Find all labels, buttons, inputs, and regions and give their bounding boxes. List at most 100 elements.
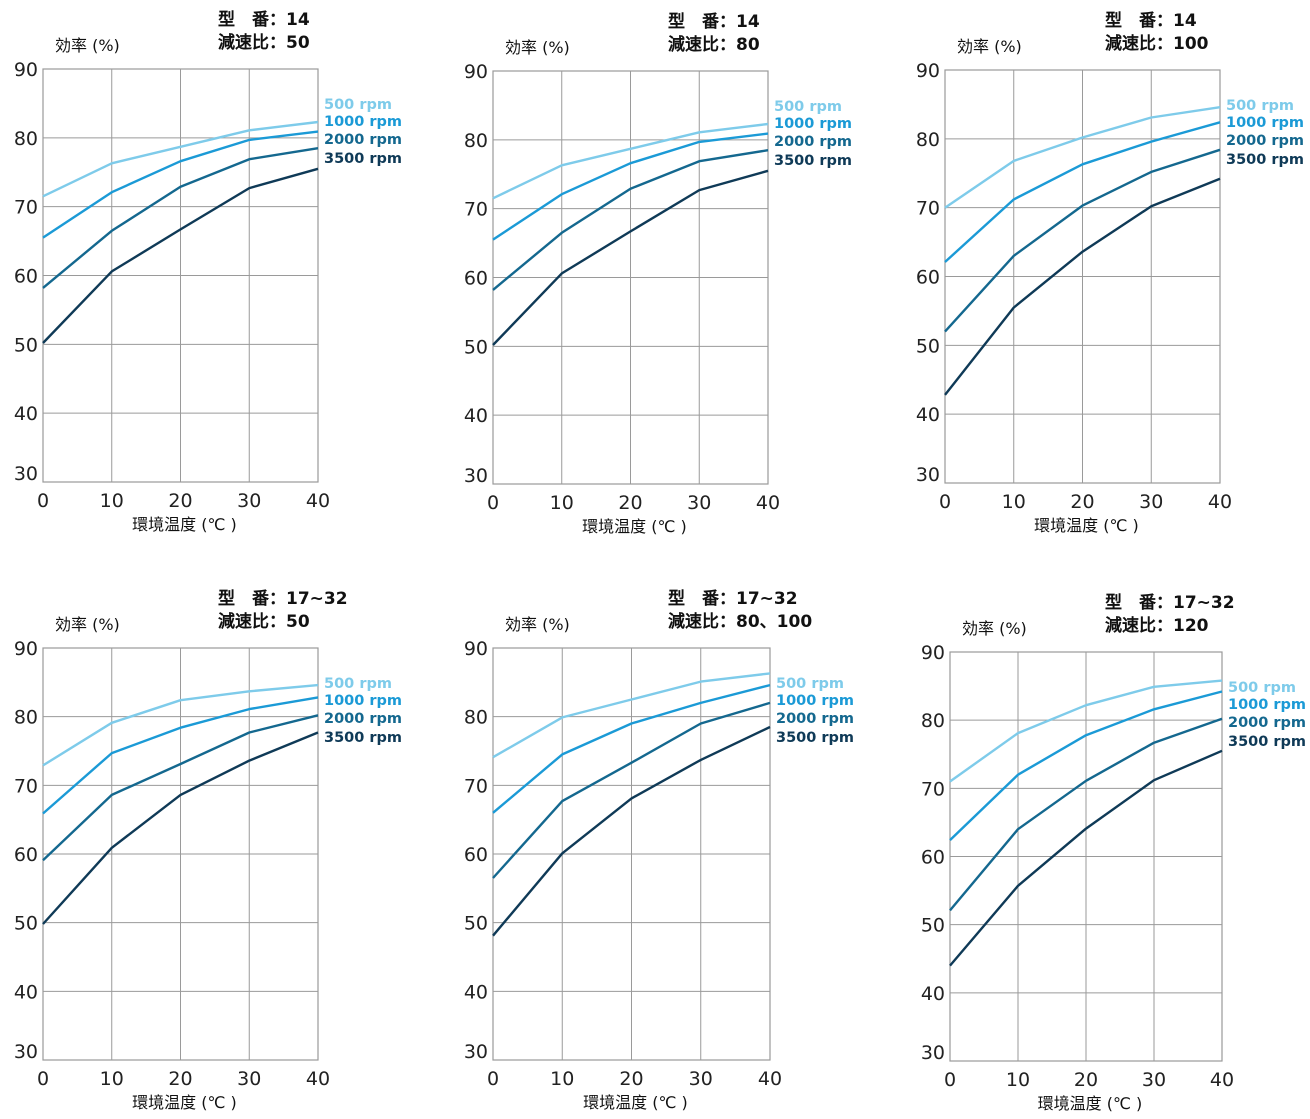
series-label-3500-rpm: 3500 rpm: [776, 730, 854, 746]
x-tick-label: 30: [1139, 491, 1163, 513]
x-tick-label: 30: [1142, 1069, 1166, 1091]
series-line-2000-rpm: [492, 149, 769, 291]
series-line-2000-rpm: [42, 714, 319, 862]
chart-panel-4: 30 40 50 60 70 80 90 0 10 20 30 40 効率 (%) 環境温度 (℃ ) 型 …: [14, 588, 402, 1112]
x-tick-label: 20: [168, 1068, 192, 1090]
series-label-1000-rpm: 1000 rpm: [1226, 115, 1304, 131]
x-axis-label: 環境温度 (℃ ): [132, 515, 237, 534]
x-tick-label: 20: [619, 1068, 643, 1090]
plot-frame: [42, 647, 319, 1061]
x-axis-label: 環境温度 (℃ ): [583, 1093, 688, 1112]
y-tick-label: 30: [14, 463, 38, 485]
series-label-500-rpm: 500 rpm: [1228, 680, 1296, 696]
plot-frame: [492, 647, 771, 1061]
series-line-3500-rpm: [944, 177, 1221, 396]
x-axis-label: 環境温度 (℃ ): [1034, 516, 1139, 535]
x-tick-label: 40: [306, 490, 330, 512]
y-tick-label: 80: [921, 710, 945, 732]
y-tick-label: 30: [464, 1041, 488, 1063]
x-tick-label: 0: [487, 1068, 499, 1090]
chart-header-model: 型 番：14: [1105, 10, 1197, 31]
series-line-2000-rpm: [492, 701, 771, 879]
chart-panel-3: 30 40 50 60 70 80 90 0 10 20 30 40 効率 (%) 環境温度 (℃ ) 型 …: [916, 10, 1304, 535]
y-tick-label: 50: [921, 915, 945, 937]
series-label-3500-rpm: 3500 rpm: [774, 153, 852, 169]
y-tick-label: 60: [916, 267, 940, 289]
x-tick-label: 10: [100, 490, 124, 512]
series-label-1000-rpm: 1000 rpm: [776, 693, 854, 709]
series-line-1000-rpm: [42, 130, 319, 239]
series-line-2000-rpm: [949, 717, 1223, 912]
y-tick-label: 70: [464, 775, 488, 797]
chart-header-model: 型 番：14: [218, 9, 310, 30]
y-tick-label: 70: [464, 199, 488, 221]
chart-header-ratio: 減速比：80、100: [668, 611, 812, 632]
series-line-500-rpm: [492, 122, 769, 200]
series-label-2000-rpm: 2000 rpm: [324, 132, 402, 148]
y-tick-label: 60: [921, 847, 945, 869]
series-line-3500-rpm: [492, 725, 771, 937]
series-label-500-rpm: 500 rpm: [776, 676, 844, 692]
chart-header-ratio: 減速比：80: [668, 34, 760, 55]
x-tick-label: 0: [37, 1068, 49, 1090]
y-axis-label: 効率 (%): [55, 615, 120, 634]
y-tick-label: 70: [921, 778, 945, 800]
y-axis-label: 効率 (%): [505, 38, 570, 57]
x-tick-label: 30: [237, 490, 261, 512]
y-tick-label: 40: [14, 403, 38, 425]
series-label-500-rpm: 500 rpm: [324, 676, 392, 692]
series-label-3500-rpm: 3500 rpm: [324, 151, 402, 167]
y-tick-label: 40: [464, 405, 488, 427]
x-tick-label: 40: [306, 1068, 330, 1090]
x-tick-label: 20: [1074, 1069, 1098, 1091]
chart-header-ratio: 減速比：120: [1105, 615, 1209, 636]
y-tick-label: 80: [464, 707, 488, 729]
y-tick-label: 60: [464, 268, 488, 290]
x-axis-label: 環境温度 (℃ ): [132, 1093, 237, 1112]
y-tick-label: 90: [14, 59, 38, 81]
y-tick-label: 80: [464, 130, 488, 152]
x-axis-label: 環境温度 (℃ ): [1038, 1094, 1143, 1113]
y-tick-label: 40: [14, 981, 38, 1003]
y-tick-label: 60: [464, 844, 488, 866]
series-line-500-rpm: [42, 683, 319, 767]
x-tick-label: 20: [618, 492, 642, 514]
chart-header-model: 型 番：14: [668, 11, 760, 32]
series-label-500-rpm: 500 rpm: [324, 97, 392, 113]
x-tick-label: 40: [1208, 491, 1232, 513]
series-label-1000-rpm: 1000 rpm: [324, 114, 402, 130]
plot-frame: [42, 68, 319, 483]
series-line-2000-rpm: [944, 148, 1221, 333]
y-tick-label: 70: [14, 197, 38, 219]
x-tick-label: 30: [689, 1068, 713, 1090]
x-tick-label: 0: [487, 492, 499, 514]
y-tick-label: 60: [14, 266, 38, 288]
y-tick-label: 50: [916, 335, 940, 357]
series-label-500-rpm: 500 rpm: [774, 99, 842, 115]
x-tick-label: 0: [944, 1069, 956, 1091]
x-tick-label: 40: [758, 1068, 782, 1090]
series-label-2000-rpm: 2000 rpm: [1226, 133, 1304, 149]
y-tick-label: 60: [14, 844, 38, 866]
series-label-3500-rpm: 3500 rpm: [1228, 734, 1306, 750]
x-tick-label: 10: [1002, 491, 1026, 513]
chart-header-ratio: 減速比：50: [218, 32, 310, 53]
y-tick-label: 50: [14, 913, 38, 935]
series-line-3500-rpm: [492, 169, 769, 346]
series-label-500-rpm: 500 rpm: [1226, 98, 1294, 114]
series-line-2000-rpm: [42, 147, 319, 289]
series-line-500-rpm: [944, 106, 1221, 209]
y-tick-label: 70: [14, 775, 38, 797]
y-tick-label: 50: [464, 336, 488, 358]
series-label-1000-rpm: 1000 rpm: [1228, 697, 1306, 713]
series-line-1000-rpm: [42, 696, 319, 815]
x-tick-label: 30: [237, 1068, 261, 1090]
series-label-1000-rpm: 1000 rpm: [324, 693, 402, 709]
x-tick-label: 0: [37, 490, 49, 512]
chart-panel-2: 30 40 50 60 70 80 90 0 10 20 30 40 効率 (%) 環境温度 (℃ ) 型 …: [464, 11, 852, 536]
y-tick-label: 70: [916, 198, 940, 220]
y-tick-label: 40: [916, 404, 940, 426]
chart-panel-6: 30 40 50 60 70 80 90 0 10 20 30 40 効率 (%) 環境温度 (℃ ) 型 …: [921, 592, 1306, 1113]
plot-frame: [949, 651, 1223, 1062]
x-axis-label: 環境温度 (℃ ): [582, 517, 687, 536]
